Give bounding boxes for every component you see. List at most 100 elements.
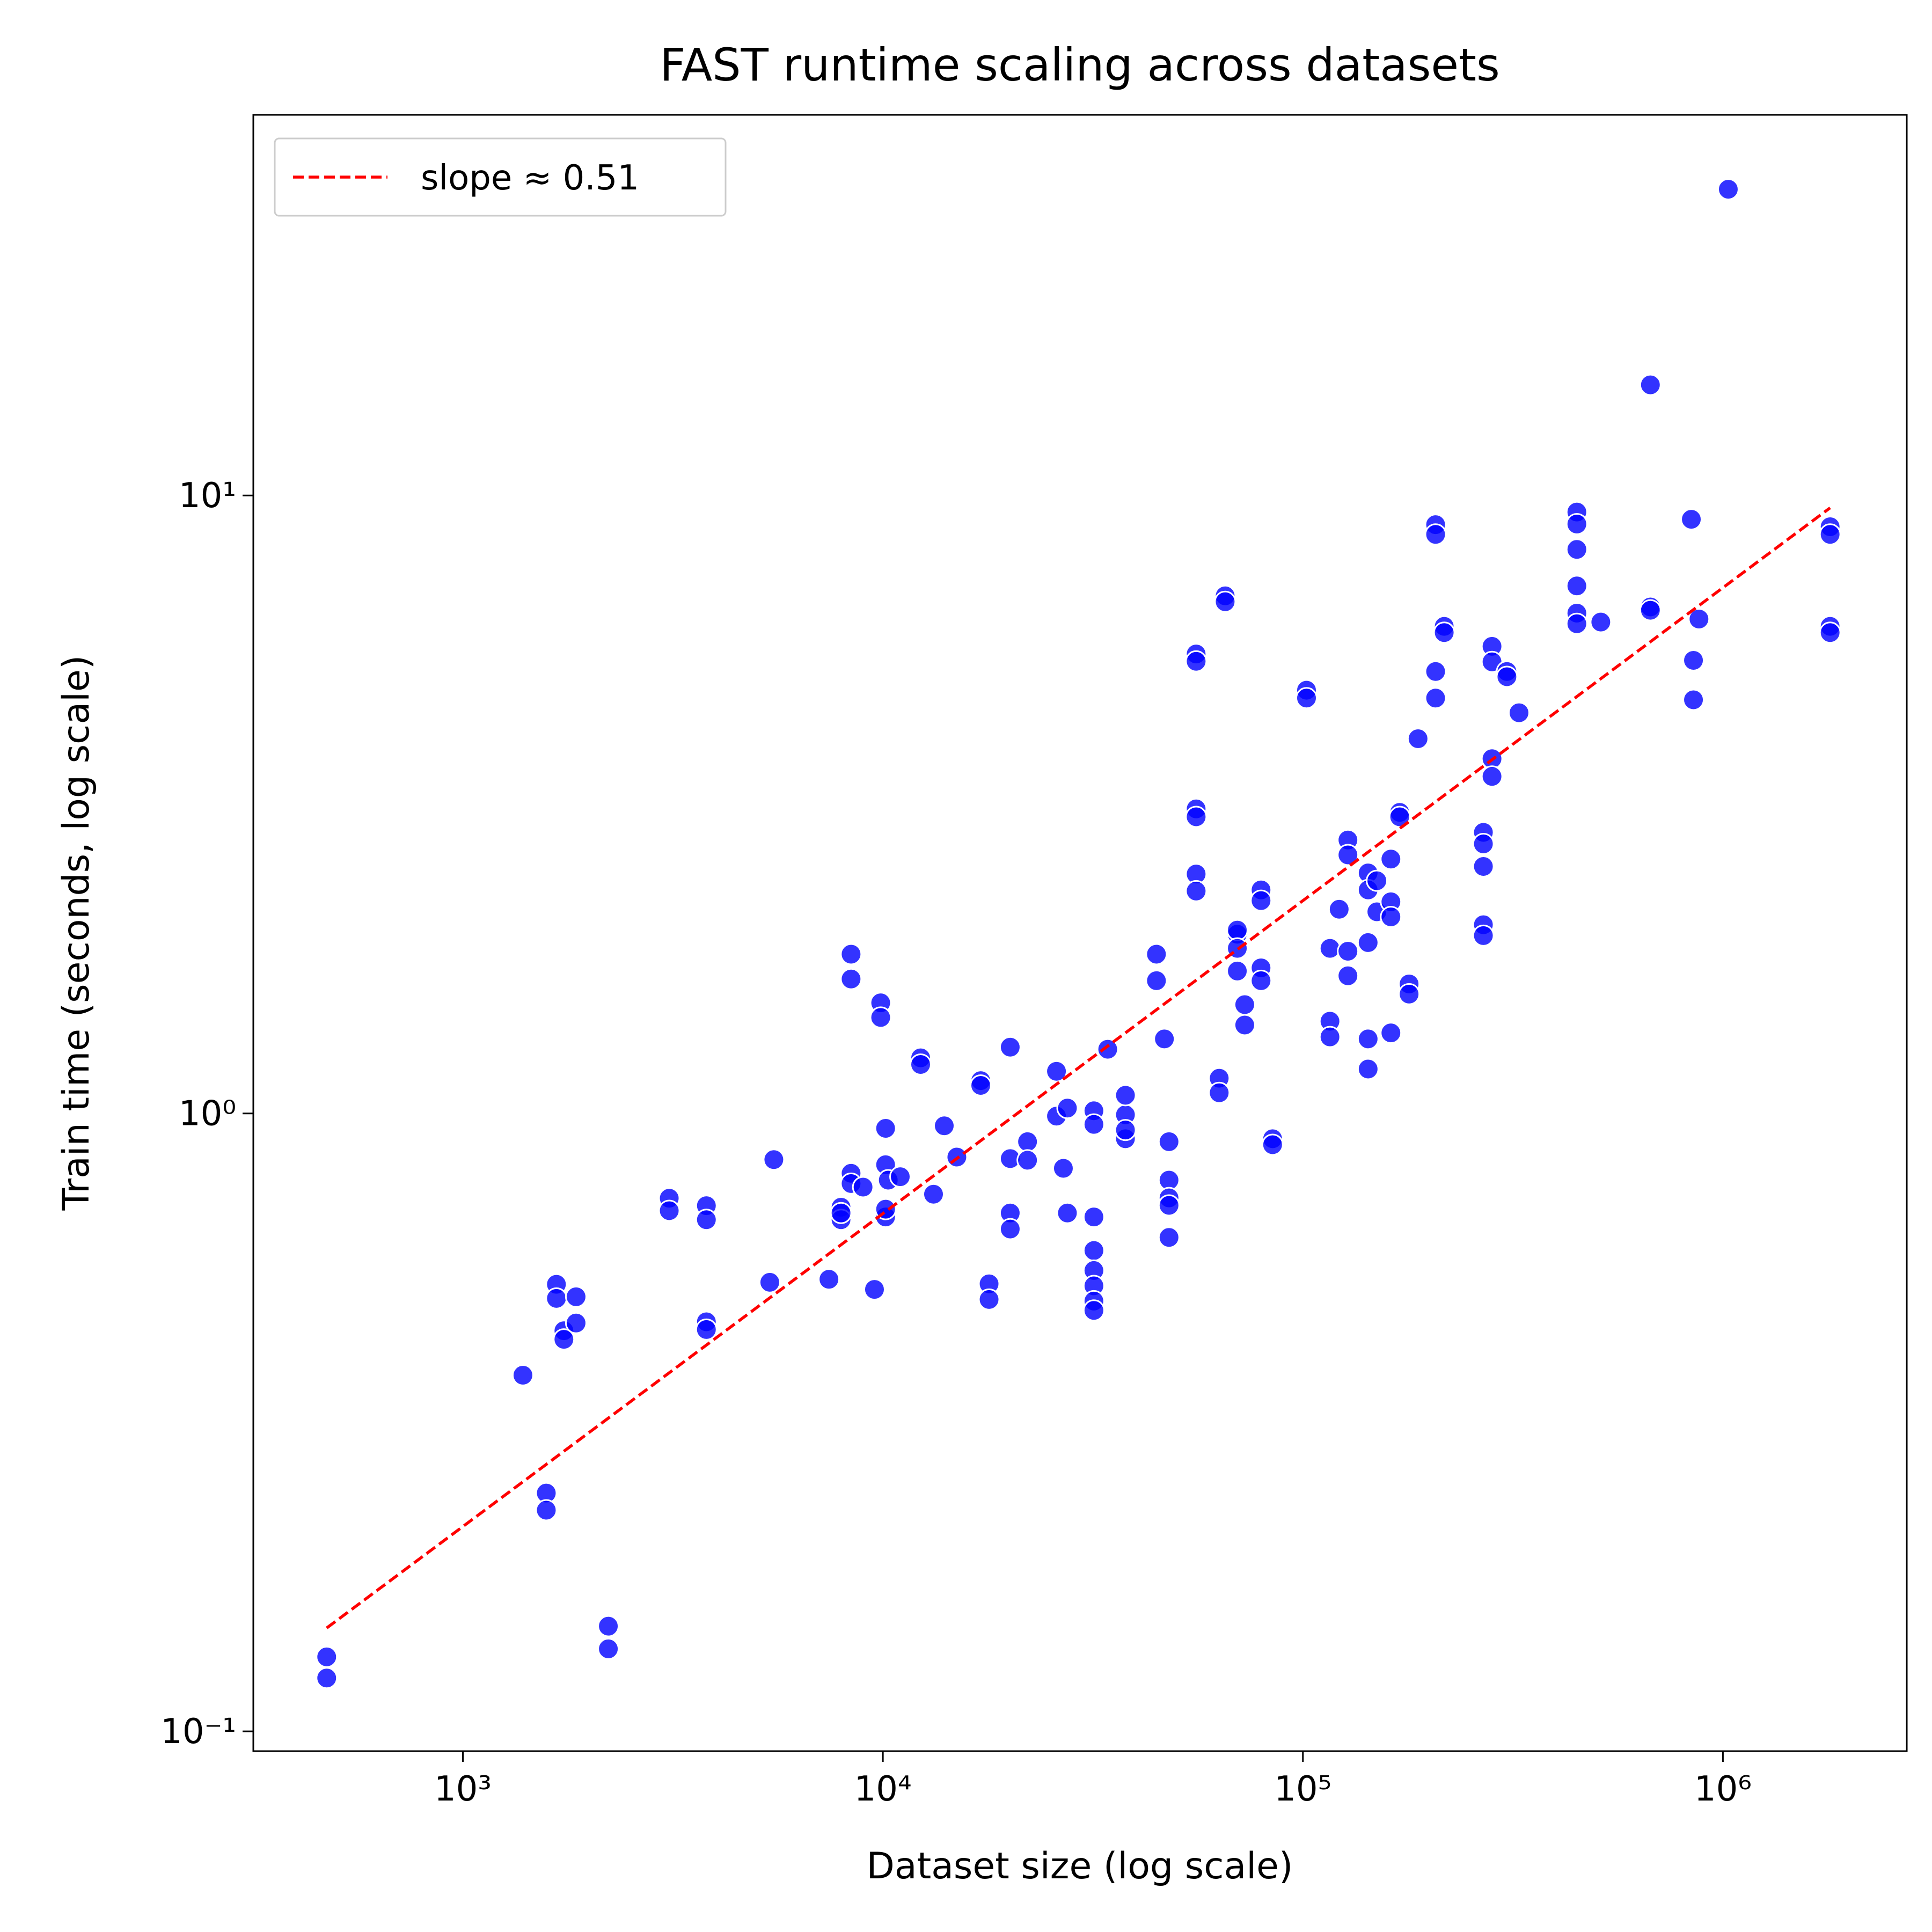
point <box>1226 919 1249 941</box>
point <box>1819 523 1841 546</box>
point <box>1682 689 1705 711</box>
chart-title: FAST runtime scaling across datasets <box>660 39 1500 91</box>
point <box>1481 765 1503 788</box>
point <box>933 1115 955 1137</box>
point <box>1185 650 1208 672</box>
point <box>1158 1194 1180 1217</box>
point <box>1565 538 1588 561</box>
y-tick-label: 10⁻¹ <box>160 1712 236 1752</box>
point <box>1337 940 1359 963</box>
point <box>1056 1097 1079 1119</box>
point <box>565 1285 587 1308</box>
x-tick-label: 10⁵ <box>1274 1769 1331 1809</box>
point <box>1717 178 1739 201</box>
point <box>1250 969 1272 992</box>
point <box>1424 523 1447 546</box>
point <box>1424 660 1447 683</box>
point <box>818 1268 840 1291</box>
x-tick-label: 10⁶ <box>1694 1769 1752 1809</box>
point <box>1590 611 1612 633</box>
point <box>695 1209 718 1231</box>
x-tick-label: 10⁴ <box>854 1769 912 1809</box>
point <box>889 1166 912 1188</box>
point <box>1114 1119 1137 1141</box>
point <box>1380 848 1402 870</box>
point <box>1185 880 1208 902</box>
fit-line <box>326 507 1831 1629</box>
point <box>1496 665 1518 688</box>
point <box>830 1202 852 1224</box>
point <box>597 1637 620 1660</box>
point <box>863 1278 885 1301</box>
point <box>545 1287 568 1309</box>
point <box>1357 931 1379 954</box>
point <box>1357 1058 1379 1080</box>
point <box>874 1117 897 1139</box>
point <box>1319 1026 1341 1048</box>
point <box>1214 590 1236 613</box>
point <box>1380 905 1402 928</box>
point <box>1565 575 1588 597</box>
point <box>1472 855 1495 877</box>
point <box>1016 1149 1039 1172</box>
point <box>511 1364 534 1387</box>
point <box>1366 869 1388 892</box>
point <box>1082 1299 1105 1322</box>
y-axis-label: Train time (seconds, log scale) <box>55 655 98 1211</box>
point <box>1682 649 1705 671</box>
point <box>1337 964 1359 987</box>
point <box>1153 1028 1176 1050</box>
point <box>1233 993 1256 1016</box>
point <box>840 968 862 990</box>
point <box>1056 1202 1079 1224</box>
point <box>316 1667 338 1689</box>
point <box>1639 599 1662 621</box>
point <box>1096 1038 1119 1060</box>
point <box>1357 1028 1379 1050</box>
point <box>1158 1130 1180 1153</box>
point <box>1472 832 1495 855</box>
point <box>1016 1130 1039 1153</box>
point <box>658 1199 680 1222</box>
point <box>597 1615 620 1637</box>
legend-box <box>274 137 727 217</box>
point <box>1250 889 1272 912</box>
point <box>969 1074 992 1097</box>
point <box>1145 969 1168 992</box>
y-tick-label: 10¹ <box>179 476 236 516</box>
point <box>535 1499 558 1521</box>
point <box>852 1176 874 1198</box>
point <box>999 1218 1021 1240</box>
point <box>1424 687 1447 709</box>
point <box>1398 983 1421 1005</box>
point <box>1082 1239 1105 1262</box>
plot-frame <box>252 114 1908 1752</box>
point <box>1407 727 1429 750</box>
point <box>1185 806 1208 828</box>
point <box>1045 1060 1068 1082</box>
point <box>1565 612 1588 635</box>
point <box>909 1053 932 1076</box>
point <box>1082 1113 1105 1136</box>
point <box>840 943 862 965</box>
point <box>553 1328 575 1351</box>
point <box>1319 937 1341 960</box>
point <box>1114 1084 1137 1107</box>
point <box>1328 898 1350 920</box>
legend-label: slope ≈ 0.51 <box>421 158 639 198</box>
point <box>999 1036 1021 1058</box>
point <box>1507 701 1530 724</box>
point <box>1158 1226 1180 1249</box>
point <box>1052 1157 1074 1180</box>
point <box>978 1288 1000 1311</box>
point <box>922 1183 945 1205</box>
point <box>1688 608 1710 631</box>
point <box>1145 943 1168 965</box>
point <box>1233 1014 1256 1036</box>
point <box>1082 1206 1105 1228</box>
x-tick-label: 10³ <box>434 1769 492 1809</box>
point <box>1639 374 1662 396</box>
point <box>1680 508 1703 531</box>
